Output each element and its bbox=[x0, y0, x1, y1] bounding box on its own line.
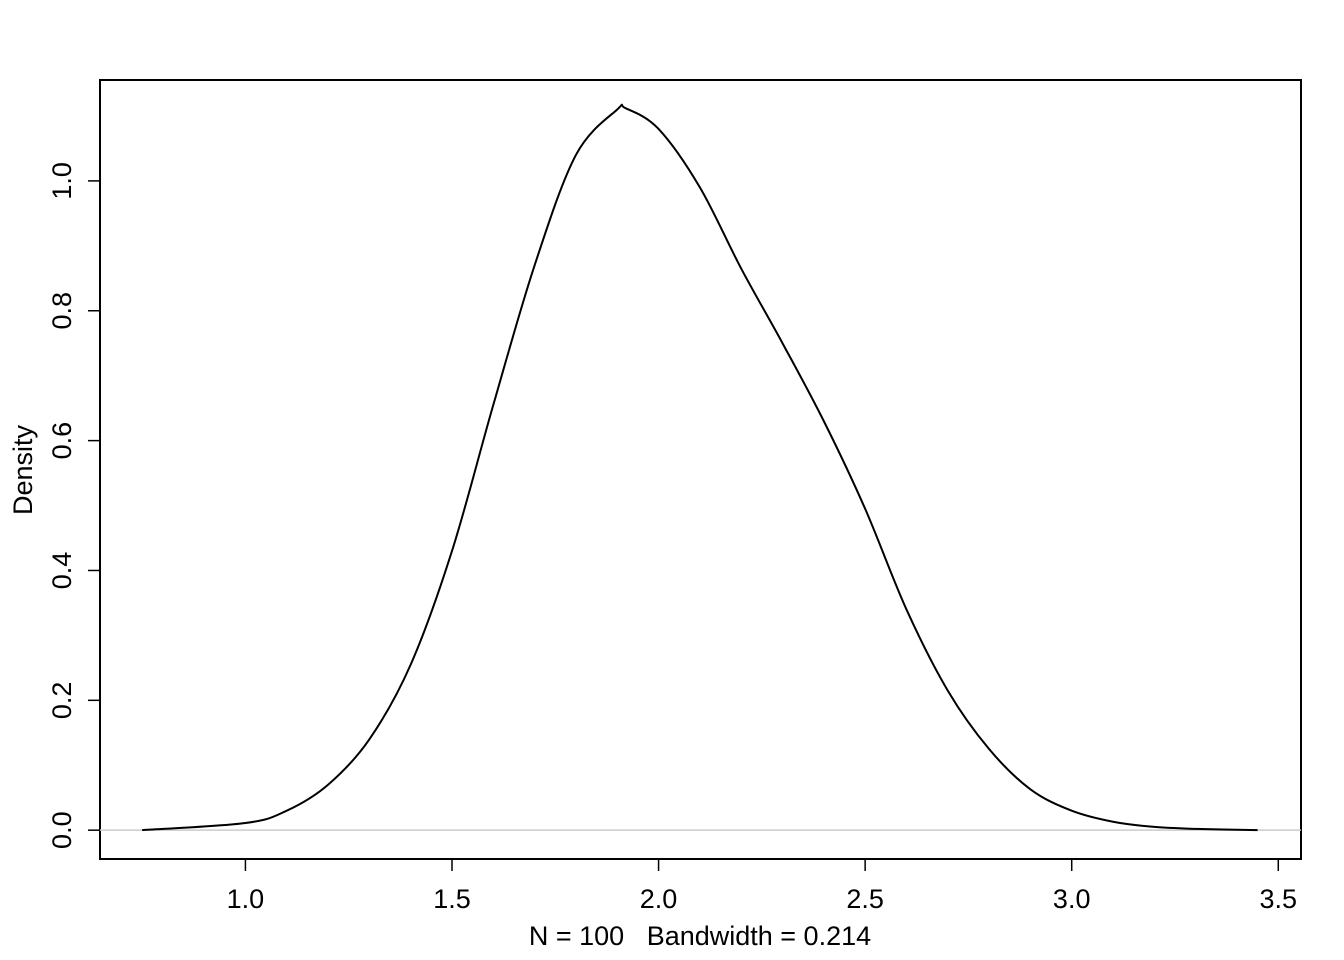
x-tick-label: 1.0 bbox=[227, 884, 265, 914]
y-tick-label: 0.8 bbox=[47, 292, 77, 330]
y-tick-label: 0.0 bbox=[47, 811, 77, 849]
y-axis-label: Density bbox=[8, 424, 38, 515]
y-tick-label: 0.4 bbox=[47, 552, 77, 590]
x-tick-label: 2.5 bbox=[846, 884, 884, 914]
x-tick-label: 1.5 bbox=[433, 884, 471, 914]
x-tick-label: 3.0 bbox=[1053, 884, 1091, 914]
y-tick-label: 1.0 bbox=[47, 162, 77, 200]
y-tick-label: 0.6 bbox=[47, 422, 77, 460]
x-tick-label: 3.5 bbox=[1260, 884, 1298, 914]
y-tick-label: 0.2 bbox=[47, 682, 77, 720]
plot-frame bbox=[99, 79, 1302, 860]
x-axis-label: N = 100 Bandwidth = 0.214 bbox=[529, 921, 871, 951]
density-line bbox=[142, 103, 1258, 832]
x-tick-label: 2.0 bbox=[640, 884, 678, 914]
